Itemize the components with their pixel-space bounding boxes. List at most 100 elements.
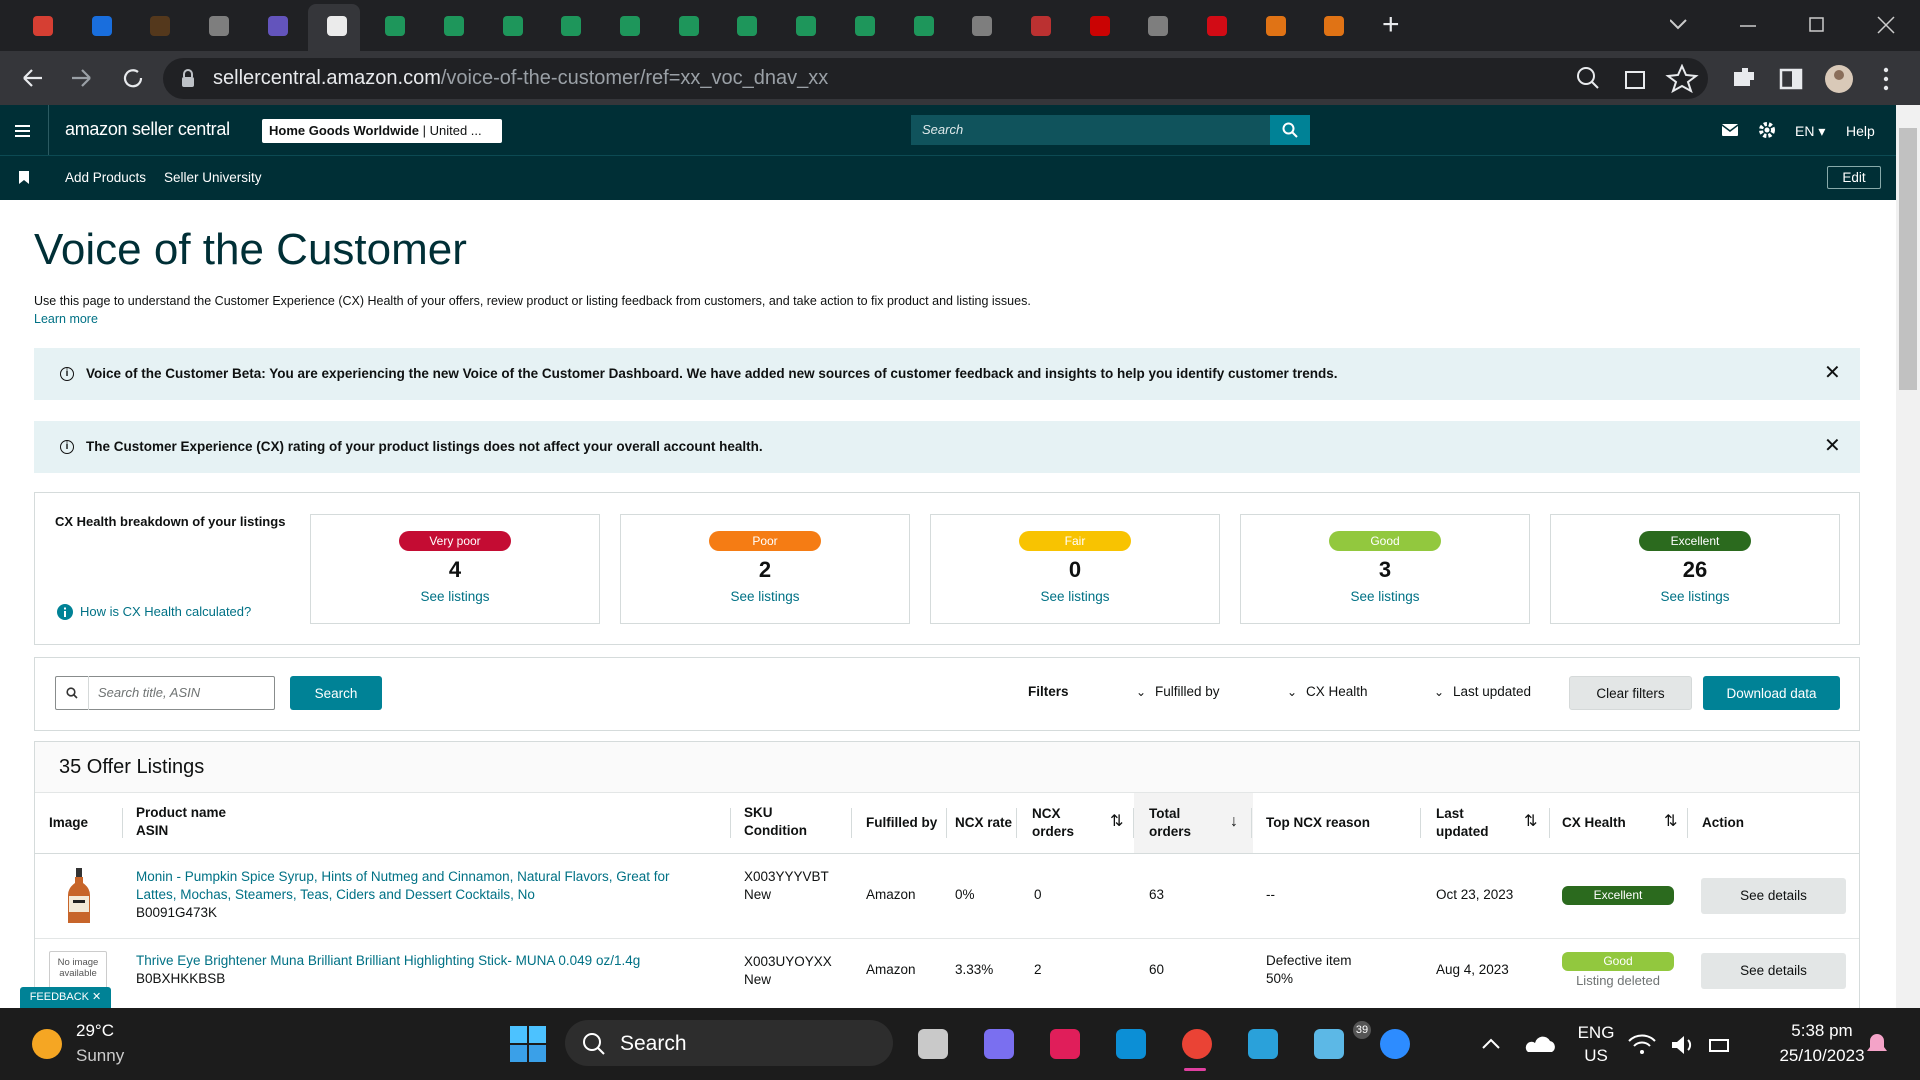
omnibox[interactable] — [163, 58, 1708, 99]
tab[interactable] — [972, 16, 993, 36]
listings-title: 35 Offer Listings — [59, 756, 205, 778]
store-name: Home Goods Worldwide — [269, 123, 419, 138]
tab[interactable] — [1148, 16, 1169, 36]
cx-tile — [1550, 514, 1840, 624]
tab[interactable] — [91, 16, 112, 36]
taskbar-search[interactable] — [565, 1020, 893, 1066]
tab[interactable] — [267, 16, 288, 36]
tab[interactable] — [33, 16, 53, 36]
taskbar-app[interactable] — [1182, 1029, 1212, 1059]
forward[interactable] — [72, 69, 91, 87]
sort-icon[interactable]: ⇅ — [1524, 813, 1538, 830]
taskbar-app[interactable] — [1380, 1029, 1410, 1059]
nav-link[interactable]: Add Products — [65, 170, 147, 185]
tab[interactable] — [620, 16, 640, 36]
taskbar-app[interactable] — [1248, 1029, 1278, 1059]
sku: X003YYYVBT — [744, 869, 829, 884]
filter-dropdown[interactable]: Fulfilled by — [1155, 684, 1220, 699]
active-app-indicator — [1184, 1068, 1206, 1071]
tab[interactable] — [796, 16, 817, 36]
listings-card-header — [35, 742, 1859, 793]
language[interactable]: EN ▾ — [1795, 123, 1826, 139]
tab[interactable] — [502, 16, 523, 36]
product-name[interactable]: Monin - Pumpkin Spice Syrup, Hints of Nu… — [136, 869, 670, 902]
close[interactable] — [1877, 16, 1895, 34]
back[interactable] — [23, 69, 42, 87]
tab[interactable] — [737, 16, 758, 36]
new-tab[interactable]: + — [1382, 8, 1400, 41]
store-selector[interactable]: Home Goods Worldwide | United ... — [262, 119, 502, 143]
banner-close[interactable]: ✕ — [1824, 435, 1841, 457]
listing-search[interactable] — [55, 676, 275, 710]
start-button[interactable] — [510, 1026, 546, 1062]
settings-icon[interactable] — [1759, 122, 1775, 138]
tab[interactable] — [913, 16, 934, 36]
tab[interactable] — [443, 16, 464, 36]
tab[interactable] — [1030, 16, 1051, 36]
tab[interactable] — [150, 16, 171, 36]
see-listings[interactable]: See listings — [730, 589, 800, 604]
mail-icon[interactable] — [1722, 124, 1738, 136]
edit-button[interactable]: Edit — [1827, 166, 1881, 189]
logo[interactable]: amazon seller central — [65, 119, 230, 139]
column-header: Action — [1702, 815, 1744, 830]
download-data[interactable]: Download data — [1703, 676, 1840, 710]
info-icon — [57, 604, 73, 620]
tab[interactable] — [1207, 16, 1227, 36]
tab[interactable] — [854, 16, 875, 36]
help-link[interactable]: Help — [1846, 123, 1875, 139]
product-name[interactable]: Thrive Eye Brightener Muna Brilliant Bri… — [136, 953, 641, 968]
clock-time[interactable]: 5:38 pm — [1791, 1021, 1853, 1040]
restore[interactable] — [1809, 17, 1824, 32]
tab[interactable] — [678, 16, 699, 36]
see-listings[interactable]: See listings — [1040, 589, 1110, 604]
menu-icon[interactable] — [15, 124, 31, 138]
tab[interactable] — [326, 16, 347, 36]
column-header: SKU — [744, 805, 773, 820]
dropdown-chevron: ⌄ — [1287, 685, 1298, 699]
column-header: NCX rate — [955, 815, 1013, 830]
search-input[interactable]: Search — [911, 115, 1271, 145]
divider — [0, 155, 1896, 156]
feedback-tab[interactable]: FEEDBACK ✕ — [20, 987, 111, 1008]
tab-search[interactable] — [1670, 19, 1687, 30]
see-details[interactable]: See details — [1701, 878, 1846, 914]
tab[interactable] — [1265, 16, 1286, 36]
learn-more-link[interactable]: Learn more — [34, 312, 98, 326]
see-details[interactable]: See details — [1701, 953, 1846, 989]
cx-health-card — [34, 492, 1860, 645]
see-listings[interactable]: See listings — [1660, 589, 1730, 604]
tab[interactable] — [1089, 16, 1110, 36]
scrollbar-thumb[interactable] — [1899, 128, 1917, 390]
temperature[interactable]: 29°C — [76, 1021, 114, 1040]
see-listings[interactable]: See listings — [420, 589, 490, 604]
help-link[interactable]: How is CX Health calculated? — [80, 604, 252, 619]
taskbar-app[interactable] — [1314, 1029, 1344, 1059]
nav-link[interactable]: Seller University — [164, 170, 262, 185]
row-divider — [35, 938, 1859, 939]
taskbar-app[interactable] — [1050, 1029, 1080, 1059]
tab[interactable] — [385, 16, 406, 36]
tab[interactable] — [1324, 16, 1345, 36]
filter-dropdown[interactable]: Last updated — [1453, 684, 1532, 699]
sort-icon[interactable]: ⇅ — [1664, 813, 1678, 830]
see-listings[interactable]: See listings — [1350, 589, 1420, 604]
clear-filters[interactable]: Clear filters — [1569, 676, 1692, 710]
reload[interactable] — [123, 69, 143, 88]
sku: X003UYOYXX — [744, 954, 832, 969]
tab[interactable] — [209, 16, 230, 36]
sort-icon[interactable]: ↓ — [1230, 813, 1238, 830]
search-button[interactable] — [1270, 115, 1310, 145]
search-button[interactable]: Search — [290, 676, 382, 710]
filter-dropdown[interactable]: CX Health — [1306, 684, 1368, 699]
taskbar-app[interactable] — [984, 1029, 1014, 1059]
tab[interactable] — [561, 16, 582, 36]
header-icons — [1721, 122, 1775, 138]
notifications[interactable] — [1866, 1032, 1888, 1056]
input-language[interactable]: ENG — [1577, 1023, 1615, 1042]
taskbar-app[interactable] — [1116, 1029, 1146, 1059]
banner-close[interactable]: ✕ — [1824, 362, 1841, 384]
taskbar-app[interactable] — [918, 1029, 948, 1059]
sort-icon[interactable]: ⇅ — [1110, 813, 1124, 830]
